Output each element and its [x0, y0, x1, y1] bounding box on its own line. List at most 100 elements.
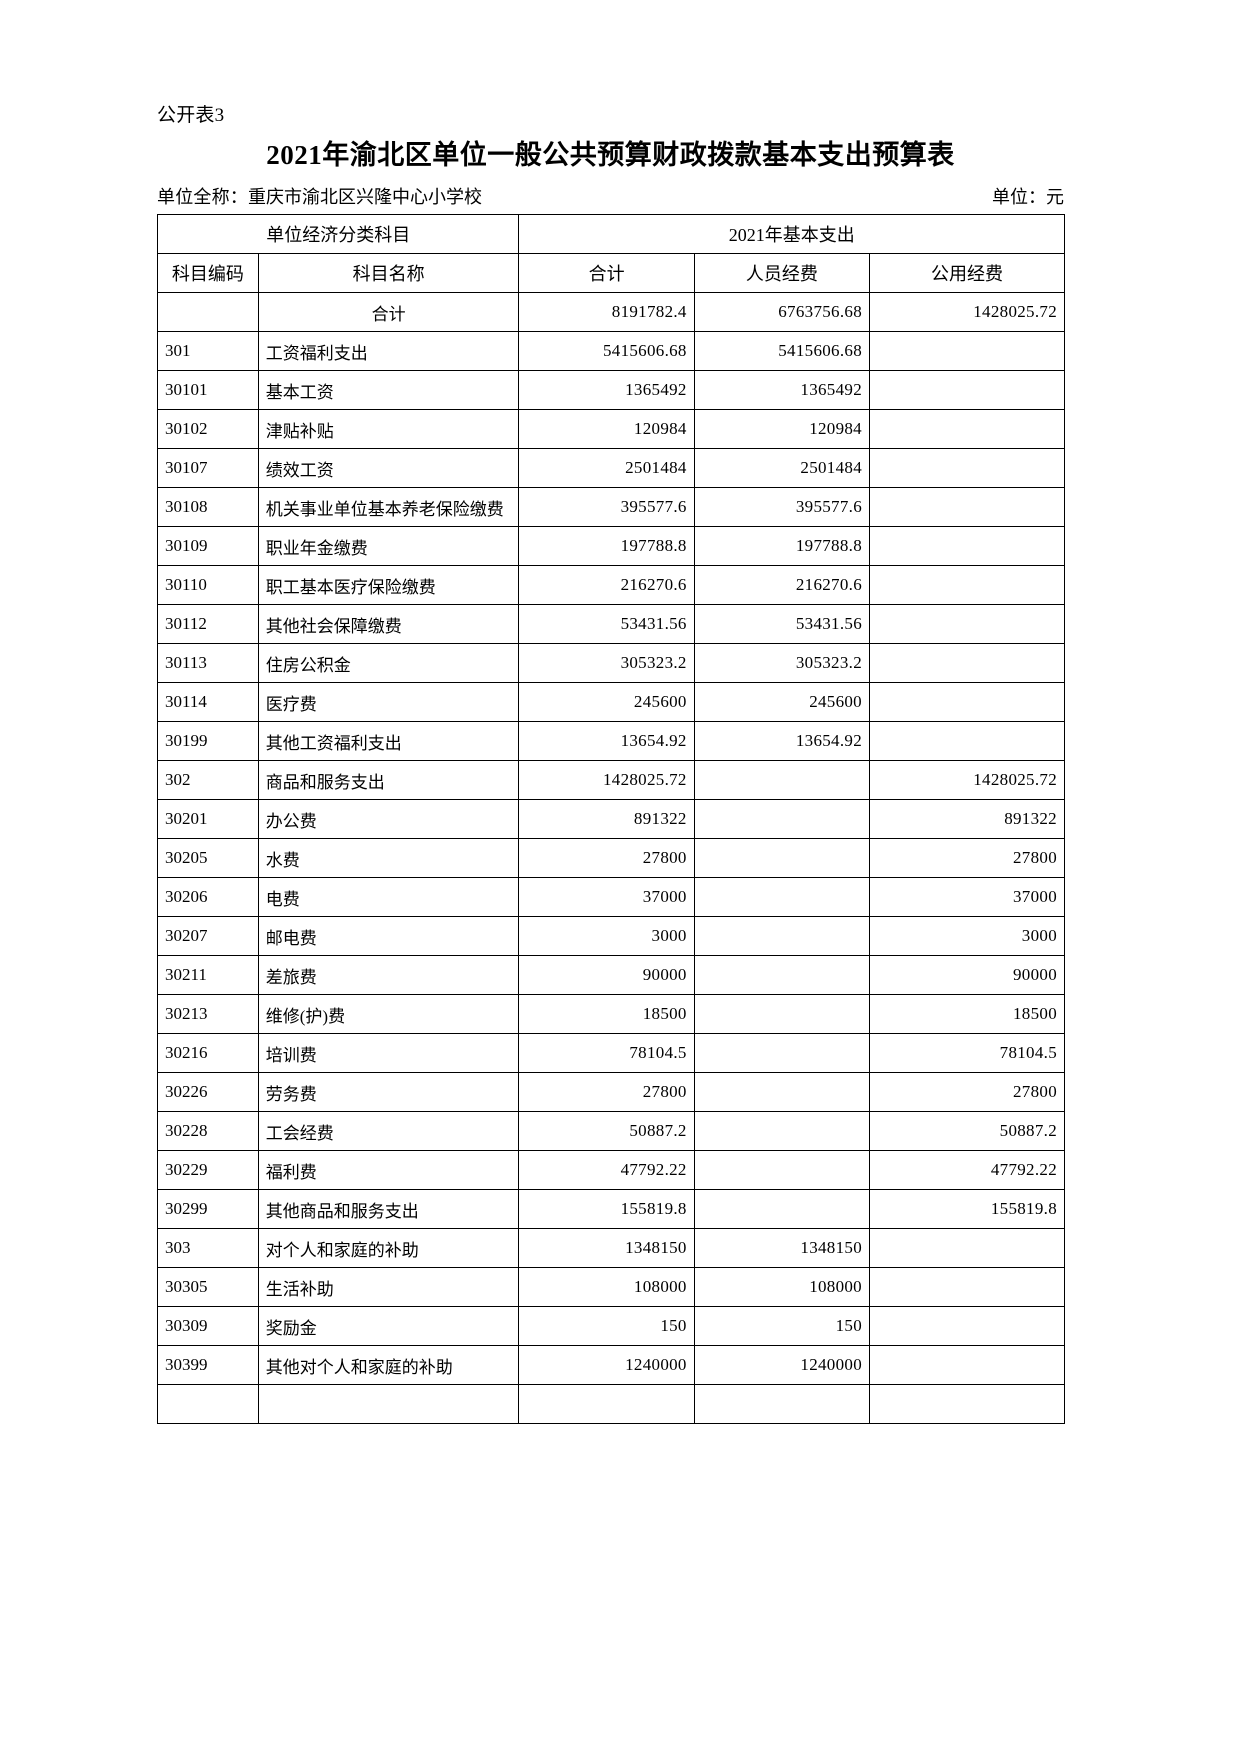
cell-subject-name: 工会经费: [257, 1111, 520, 1151]
cell-subject-code: 30299: [157, 1189, 259, 1229]
cell-subject-code: 30229: [157, 1150, 259, 1190]
cell-subject-code: 30309: [157, 1306, 259, 1346]
cell-subject-code: 30113: [157, 643, 259, 683]
column-header-code: 科目编码: [157, 253, 259, 293]
cell-public-funds: 50887.2: [869, 1111, 1065, 1151]
budget-table: 单位经济分类科目 2021年基本支出 科目编码 科目名称 合计 人员经费 公用经…: [156, 214, 1065, 1424]
cell-staff-funds: 2501484: [693, 448, 871, 488]
cell-total: 13654.92: [518, 721, 695, 761]
cell-subject-code: 30205: [157, 838, 259, 878]
table-row: 30108 机关事业单位基本养老保险缴费 395577.6 395577.6: [157, 487, 1065, 527]
table-body: 合计 8191782.4 6763756.68 1428025.72 301 工资福利支出…: [157, 292, 1065, 1424]
cell-total: 108000: [518, 1267, 695, 1307]
cell-staff-funds: 395577.6: [693, 487, 871, 527]
cell-subject-code: 30109: [157, 526, 259, 566]
cell-public-funds: 47792.22: [869, 1150, 1065, 1190]
cell-total: 1348150: [518, 1228, 695, 1268]
cell-subject-code: 30226: [157, 1072, 259, 1112]
cell-public-funds: 27800: [869, 838, 1065, 878]
cell-total: 1365492: [518, 370, 695, 410]
cell-public-funds: [869, 331, 1065, 371]
group-header-row: 单位经济分类科目 2021年基本支出: [156, 214, 1065, 254]
cell-subject-code: 30107: [157, 448, 259, 488]
cell-public-funds: [869, 1345, 1065, 1385]
cell-subject-code: 302: [157, 760, 259, 800]
cell-public-funds: [869, 1228, 1065, 1268]
cell-staff-funds: [693, 994, 871, 1034]
cell-total: 305323.2: [518, 643, 695, 683]
cell-total: 78104.5: [518, 1033, 695, 1073]
table-row: 30112 其他社会保障缴费 53431.56 53431.56: [157, 604, 1065, 644]
cell-total: 18500: [518, 994, 695, 1034]
cell-subject-name: [257, 1384, 520, 1424]
cell-subject-name: 其他社会保障缴费: [257, 604, 520, 644]
table-row: 合计 8191782.4 6763756.68 1428025.72: [157, 292, 1065, 332]
cell-total: 47792.22: [518, 1150, 695, 1190]
cell-public-funds: 3000: [869, 916, 1065, 956]
cell-subject-name: 职业年金缴费: [257, 526, 520, 566]
document-meta: 单位全称：重庆市渝北区兴隆中心小学校 单位：元: [157, 183, 1064, 207]
cell-subject-code: 30201: [157, 799, 259, 839]
cell-subject-name: 津贴补贴: [257, 409, 520, 449]
column-header-total: 合计: [518, 253, 695, 293]
cell-staff-funds: 245600: [693, 682, 871, 722]
cell-total: 27800: [518, 1072, 695, 1112]
table-row: 30305 生活补助 108000 108000: [157, 1267, 1065, 1307]
cell-staff-funds: 150: [693, 1306, 871, 1346]
cell-subject-name: 生活补助: [257, 1267, 520, 1307]
sheet-label: 公开表3: [157, 105, 225, 126]
cell-staff-funds: 216270.6: [693, 565, 871, 605]
cell-public-funds: [869, 409, 1065, 449]
unit-name-value: 重庆市渝北区兴隆中心小学校: [248, 187, 482, 207]
table-row: 30107 绩效工资 2501484 2501484: [157, 448, 1065, 488]
cell-total: 5415606.68: [518, 331, 695, 371]
cell-subject-code: 30213: [157, 994, 259, 1034]
cell-total: 27800: [518, 838, 695, 878]
table-row: 30206 电费 37000 37000: [157, 877, 1065, 917]
cell-total: 3000: [518, 916, 695, 956]
table-row: 30110 职工基本医疗保险缴费 216270.6 216270.6: [157, 565, 1065, 605]
table-row: 30101 基本工资 1365492 1365492: [157, 370, 1065, 410]
cell-total: 8191782.4: [518, 292, 695, 332]
page-title: 2021年渝北区单位一般公共预算财政拨款基本支出预算表: [266, 140, 955, 170]
cell-staff-funds: [693, 760, 871, 800]
cell-subject-name: 维修(护)费: [257, 994, 520, 1034]
cell-subject-name: 职工基本医疗保险缴费: [257, 565, 520, 605]
cell-total: 2501484: [518, 448, 695, 488]
cell-subject-code: 30305: [157, 1267, 259, 1307]
cell-subject-name: 差旅费: [257, 955, 520, 995]
cell-public-funds: 1428025.72: [869, 760, 1065, 800]
cell-staff-funds: 6763756.68: [693, 292, 871, 332]
cell-subject-name: 其他对个人和家庭的补助: [257, 1345, 520, 1385]
cell-subject-name: 福利费: [257, 1150, 520, 1190]
cell-total: 1240000: [518, 1345, 695, 1385]
cell-subject-name: 其他工资福利支出: [257, 721, 520, 761]
cell-total: 90000: [518, 955, 695, 995]
cell-staff-funds: [693, 916, 871, 956]
table-row: 30109 职业年金缴费 197788.8 197788.8: [157, 526, 1065, 566]
cell-public-funds: 27800: [869, 1072, 1065, 1112]
unit-full-name: 单位全称：重庆市渝北区兴隆中心小学校: [157, 183, 482, 209]
cell-public-funds: 37000: [869, 877, 1065, 917]
cell-subject-code: 30206: [157, 877, 259, 917]
cell-public-funds: [869, 1267, 1065, 1307]
cell-subject-name: 培训费: [257, 1033, 520, 1073]
cell-subject-name: 水费: [257, 838, 520, 878]
cell-staff-funds: 305323.2: [693, 643, 871, 683]
table-row: 30201 办公费 891322 891322: [157, 799, 1065, 839]
table-row: 302 商品和服务支出 1428025.72 1428025.72: [157, 760, 1065, 800]
cell-public-funds: [869, 487, 1065, 527]
cell-subject-name: 绩效工资: [257, 448, 520, 488]
cell-total: 53431.56: [518, 604, 695, 644]
cell-staff-funds: [693, 1111, 871, 1151]
cell-staff-funds: 1348150: [693, 1228, 871, 1268]
cell-total: 197788.8: [518, 526, 695, 566]
cell-subject-code: 30108: [157, 487, 259, 527]
cell-total: 395577.6: [518, 487, 695, 527]
cell-subject-code: 30101: [157, 370, 259, 410]
cell-staff-funds: [693, 838, 871, 878]
column-header-staff-funds: 人员经费: [693, 253, 871, 293]
cell-subject-name: 办公费: [257, 799, 520, 839]
cell-staff-funds: 53431.56: [693, 604, 871, 644]
